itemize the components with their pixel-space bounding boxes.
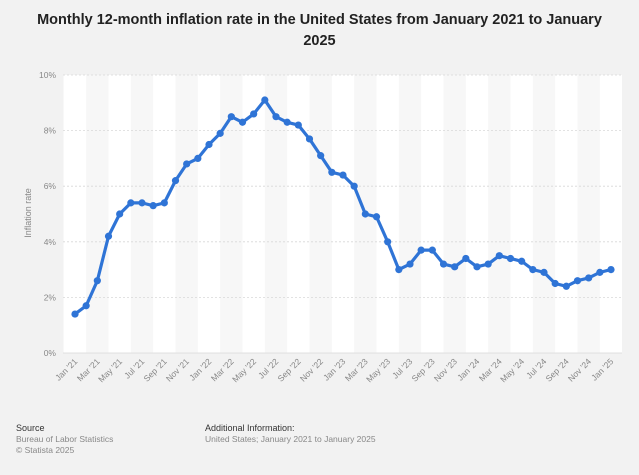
source-heading: Source [16,423,45,433]
data-point[interactable] [328,168,336,176]
x-tick-label: Sep '23 [409,356,436,383]
band [510,75,533,353]
x-tick-label: Jan '25 [589,356,615,382]
band [197,75,221,353]
band [376,75,399,353]
gridlines [63,74,622,354]
data-point[interactable] [272,113,280,121]
additional-info-text: United States; January 2021 to January 2… [205,434,376,444]
data-point[interactable] [194,154,202,162]
data-point[interactable] [540,268,548,276]
band [153,75,176,353]
data-point[interactable] [607,266,615,274]
x-tick-label: May '24 [498,356,526,384]
x-tick-label: Nov '22 [298,356,325,383]
band [421,75,444,353]
data-point[interactable] [395,266,403,274]
data-point[interactable] [484,260,492,268]
source-block: Source Bureau of Labor Statistics © Stat… [16,423,113,456]
x-tick-label: Jan '23 [321,356,347,382]
data-point[interactable] [283,118,291,126]
data-point[interactable] [495,252,503,260]
additional-info-heading: Additional Information: [205,423,295,433]
y-tick-label: 10% [39,70,56,80]
band [287,75,310,353]
data-point[interactable] [149,202,157,210]
band [599,75,622,353]
x-tick-label: Nov '23 [432,356,459,383]
x-tick-label: Sep '21 [141,356,168,383]
data-point[interactable] [428,246,436,254]
data-point[interactable] [551,279,559,288]
data-points [71,96,615,318]
band [331,75,355,353]
y-tick-label: 6% [44,181,57,191]
data-point[interactable] [171,177,180,185]
x-tick-label: Jan '21 [53,356,79,382]
source-name[interactable]: Bureau of Labor Statistics [16,434,114,444]
band [242,75,265,353]
data-point[interactable] [160,199,168,207]
data-point[interactable] [104,232,113,240]
y-axis-label: Inflation rate [23,188,33,238]
additional-info-block: Additional Information: United States; J… [205,423,376,445]
data-point[interactable] [529,266,537,274]
x-tick-label: Sep '24 [543,356,570,383]
alternating-bands [63,75,622,353]
data-point[interactable] [451,263,459,271]
data-point[interactable] [205,140,213,149]
data-point[interactable] [250,110,258,118]
copyright: © Statista 2025 [16,445,75,455]
data-point[interactable] [596,268,604,276]
x-tick-label: Sep '22 [275,356,302,383]
data-point[interactable] [350,182,358,190]
data-point[interactable] [361,210,369,218]
data-point[interactable] [294,121,302,129]
x-tick-label: Jan '22 [187,356,213,382]
chart-title: Monthly 12-month inflation rate in the U… [37,12,602,49]
data-point[interactable] [585,274,593,282]
x-tick-label: May '22 [230,356,258,384]
data-point[interactable] [406,260,414,268]
x-tick-label: May '21 [96,356,124,384]
data-point[interactable] [317,152,325,160]
data-point[interactable] [439,260,448,268]
data-point[interactable] [462,254,470,263]
data-point[interactable] [384,238,392,246]
data-point[interactable] [506,254,515,263]
data-point[interactable] [473,263,481,271]
data-point[interactable] [127,199,135,207]
x-tick-label: Nov '21 [164,356,191,383]
y-tick-label: 0% [44,348,57,358]
band [63,75,87,353]
x-tick-label: Nov '24 [566,356,593,383]
data-point[interactable] [116,210,124,218]
x-tick-label: May '23 [364,356,392,384]
data-point[interactable] [573,277,582,285]
data-point[interactable] [93,277,101,285]
data-point[interactable] [238,118,247,126]
data-point[interactable] [305,135,314,143]
data-point[interactable] [562,282,570,290]
data-point[interactable] [372,213,381,221]
data-point[interactable] [339,171,347,179]
y-tick-label: 4% [44,237,57,247]
band [555,75,578,353]
data-point[interactable] [216,129,224,137]
data-point[interactable] [183,160,191,168]
data-point[interactable] [71,310,79,318]
data-point[interactable] [82,302,90,310]
x-tick-label: Jan '24 [455,356,481,382]
y-tick-label: 2% [44,292,57,302]
data-point[interactable] [138,199,146,207]
y-tick-label: 8% [44,126,57,136]
data-point[interactable] [261,96,269,104]
data-point[interactable] [417,246,425,254]
y-axis-ticks: 0% 2% 4% 6% 8% 10% [39,70,56,358]
data-point[interactable] [518,257,526,265]
band [465,75,489,353]
data-point[interactable] [227,113,235,121]
